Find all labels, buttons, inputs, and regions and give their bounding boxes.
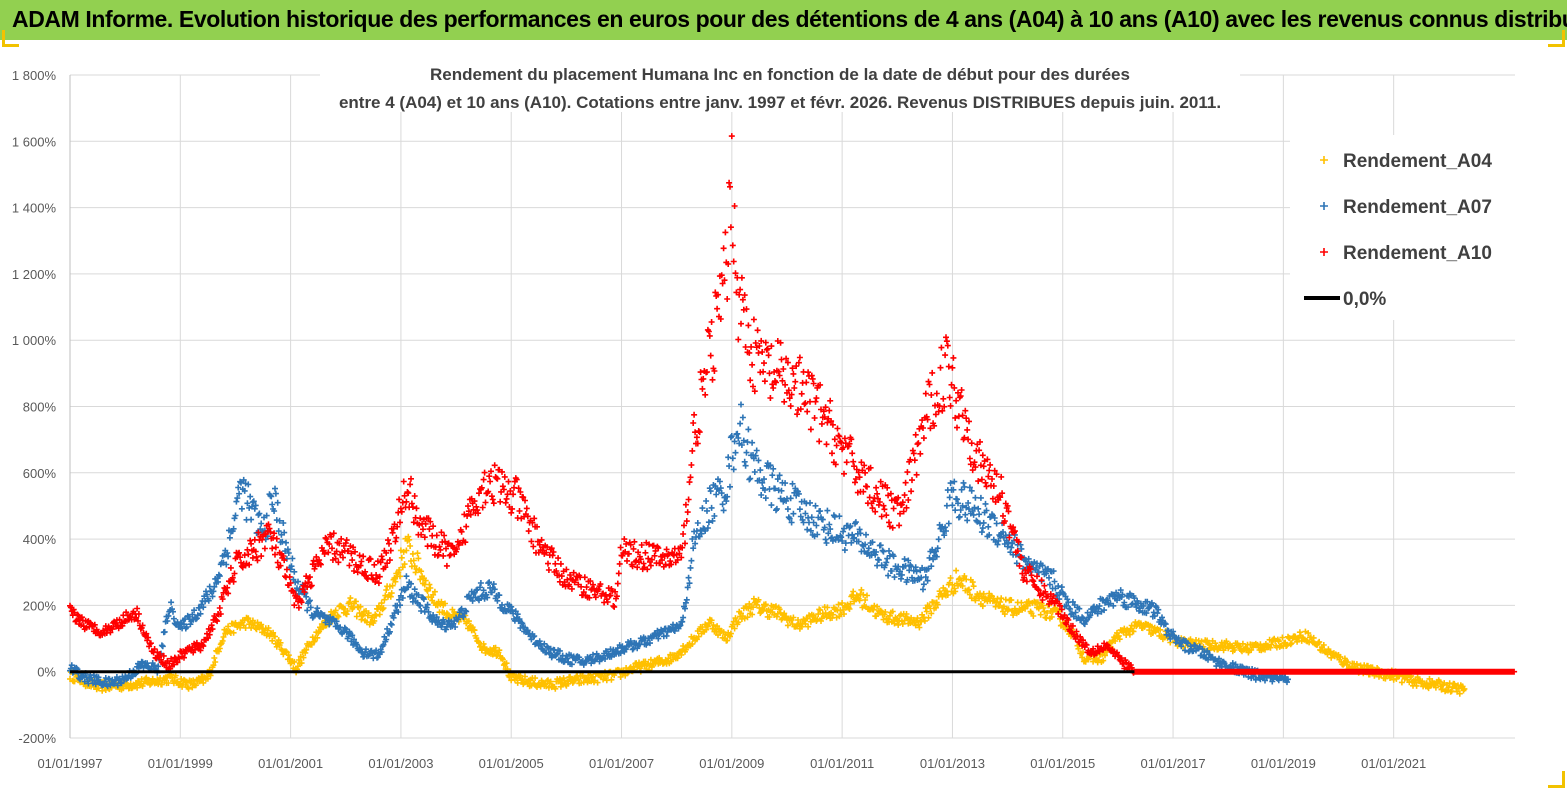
x-tick-label: 01/01/2003 [368,756,433,771]
x-tick-label: 01/01/1999 [148,756,213,771]
series-rendement-a10 [67,133,1518,676]
x-tick-label: 01/01/2019 [1251,756,1316,771]
legend-box [1290,135,1520,320]
legend-label: Rendement_A07 [1343,197,1492,218]
series-rendement-a04 [67,533,1468,697]
y-tick-label: 1 600% [12,134,57,149]
y-tick-label: 1 200% [12,267,57,282]
y-tick-label: 0% [37,665,56,680]
frame-corner-icon [2,30,19,47]
y-tick-label: 800% [23,400,57,415]
series-marks [67,533,1468,697]
chart-title: Rendement du placement Humana Inc en fon… [320,58,1240,112]
x-tick-label: 01/01/1997 [37,756,102,771]
legend-label: Rendement_A10 [1343,243,1492,264]
legend-marker-icon [1320,156,1328,164]
x-tick-label: 01/01/2013 [920,756,985,771]
frame-corner-icon [1548,30,1565,47]
scatter-chart: -200% 0% 200% 400% 600% 800% 1 000% 1 200% 1 400… [12,58,1520,771]
y-tick-label: 600% [23,466,57,481]
chart-title-line-1: Rendement du placement Humana Inc en fon… [430,65,1130,84]
x-tick-label: 01/01/2011 [810,756,874,771]
x-tick-label: 01/01/2017 [1141,756,1206,771]
x-axis-ticks: 01/01/1997 01/01/1999 01/01/2001 01/01/2003… [37,756,1426,771]
y-axis-ticks: -200% 0% 200% 400% 600% 800% 1 000% 1 200% 1 400… [12,68,57,746]
chart-series [67,133,1518,697]
series-marks [67,133,1518,676]
frame-corner-icon [1548,771,1565,788]
y-tick-label: 1 800% [12,68,57,83]
y-tick-label: 1 000% [12,333,57,348]
y-tick-label: 1 400% [12,201,57,216]
grid-lines [69,74,1515,739]
legend-label: 0,0% [1343,289,1386,310]
legend: Rendement_A04 Rendement_A07 Rendement_A10 0… [1290,135,1520,320]
page-title: ADAM Informe. Evolution historique des p… [12,6,1567,32]
x-tick-label: 01/01/2021 [1361,756,1426,771]
y-tick-label: 200% [23,598,57,613]
title-backdrop [320,58,1240,112]
header-banner: ADAM Informe. Evolution historique des p… [0,0,1567,40]
x-tick-label: 01/01/2009 [699,756,764,771]
y-tick-label: -200% [18,731,56,746]
x-tick-label: 01/01/2007 [589,756,654,771]
legend-label: Rendement_A04 [1343,151,1492,172]
legend-marker-icon [1320,202,1328,210]
x-tick-label: 01/01/2001 [258,756,323,771]
y-tick-label: 400% [23,532,57,547]
x-tick-label: 01/01/2015 [1030,756,1095,771]
x-tick-label: 01/01/2005 [479,756,544,771]
chart-title-line-2: entre 4 (A04) et 10 ans (A10). Cotations… [339,93,1221,112]
legend-marker-icon [1320,248,1328,256]
